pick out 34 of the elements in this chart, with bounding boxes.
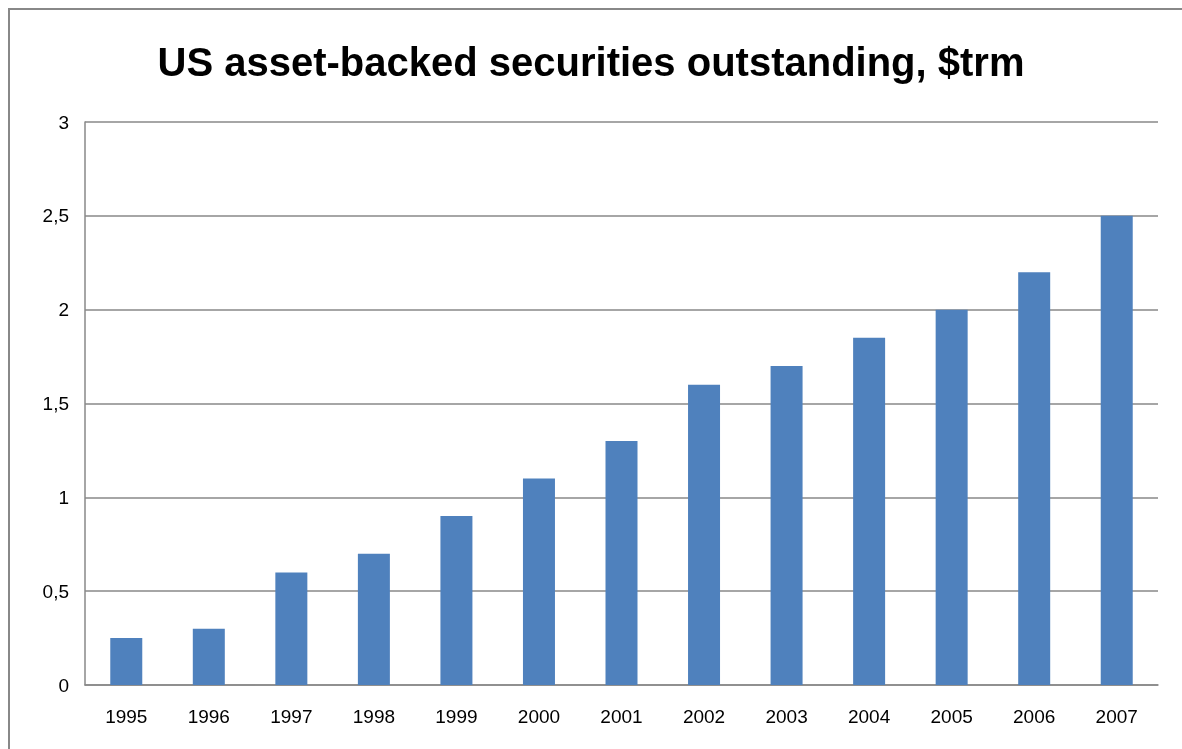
bar	[522, 478, 555, 685]
x-tick-label: 1997	[270, 706, 313, 727]
bar	[853, 337, 886, 685]
y-tick-label: 2	[58, 299, 69, 321]
bar	[1018, 272, 1051, 685]
x-tick-label: 1999	[435, 706, 478, 727]
y-tick-label: 2,5	[42, 205, 69, 227]
x-tick-label: 2004	[847, 706, 891, 727]
bar	[440, 516, 473, 685]
bar	[770, 365, 803, 685]
bar	[1100, 215, 1133, 685]
y-tick-label: 0,5	[42, 580, 69, 602]
bar	[275, 572, 308, 685]
x-tick-label: 2002	[682, 706, 726, 727]
bar	[110, 638, 143, 685]
bar	[935, 309, 968, 685]
bar	[605, 441, 638, 685]
x-tick-label: 1995	[105, 706, 148, 727]
y-tick-label: 0	[58, 674, 69, 696]
y-tick-label: 1,5	[42, 393, 69, 414]
x-tick-label: 2000	[517, 706, 561, 727]
x-tick-label: 2005	[930, 706, 973, 727]
x-tick-label: 1996	[187, 706, 230, 727]
y-tick-label: 3	[58, 111, 69, 133]
bar	[357, 553, 390, 685]
x-tick-label: 2006	[1013, 706, 1056, 727]
bar	[688, 384, 721, 685]
x-tick-label: 2001	[600, 706, 643, 727]
y-tick-label: 1	[58, 486, 69, 508]
x-tick-label: 2007	[1095, 706, 1138, 727]
chart-title: US asset-backed securities outstanding, $trm	[157, 40, 1025, 84]
x-tick-label: 1998	[352, 706, 396, 727]
x-tick-label: 2003	[765, 706, 808, 727]
bar	[192, 628, 225, 685]
